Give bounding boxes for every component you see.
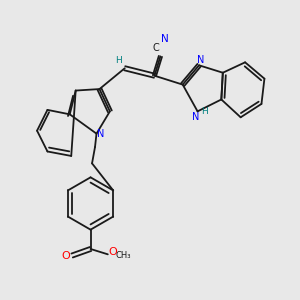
- Text: O: O: [62, 250, 70, 260]
- Text: C: C: [153, 43, 159, 53]
- Text: H: H: [116, 56, 122, 65]
- Text: N: N: [197, 55, 204, 65]
- Text: N: N: [97, 129, 105, 139]
- Text: O: O: [109, 247, 118, 257]
- Text: CH₃: CH₃: [116, 251, 131, 260]
- Text: H: H: [202, 107, 208, 116]
- Text: N: N: [161, 34, 169, 44]
- Text: N: N: [192, 112, 200, 122]
